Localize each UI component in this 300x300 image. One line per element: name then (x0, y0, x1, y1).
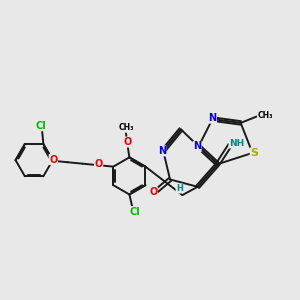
Text: CH₃: CH₃ (118, 123, 134, 132)
Text: O: O (149, 187, 158, 197)
Text: O: O (124, 137, 132, 147)
Text: S: S (250, 148, 258, 158)
Text: CH₃: CH₃ (257, 111, 273, 120)
Text: N: N (208, 113, 217, 123)
Text: H: H (176, 184, 183, 193)
Text: N: N (158, 146, 166, 156)
Text: Cl: Cl (36, 121, 47, 131)
Text: N: N (193, 142, 201, 152)
Text: O: O (49, 154, 57, 165)
Text: NH: NH (229, 139, 244, 148)
Text: O: O (94, 159, 103, 169)
Text: Cl: Cl (129, 206, 140, 217)
